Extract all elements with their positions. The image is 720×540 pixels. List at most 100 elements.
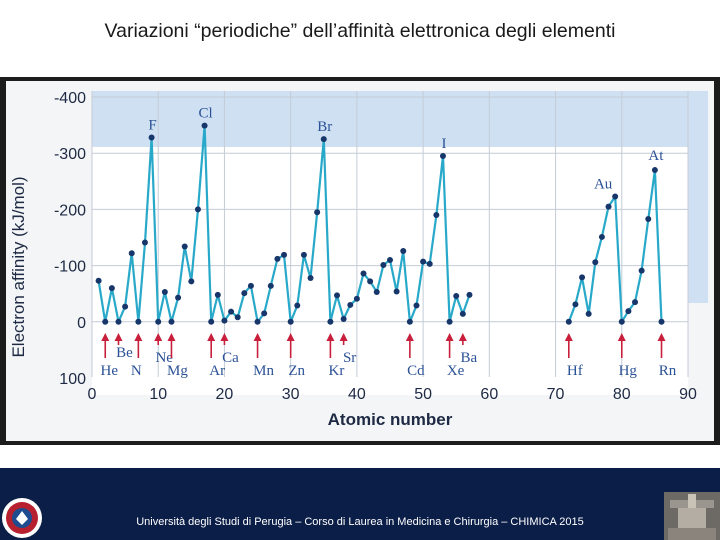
data-point [466,291,473,298]
data-point [261,310,268,317]
data-point [387,256,393,263]
data-point [181,243,188,250]
arrow-head [253,333,262,341]
y-tick-label: -400 [54,90,86,107]
x-tick-label: 50 [414,386,432,403]
data-point [632,299,639,306]
arrow-element-label: Zn [288,363,305,379]
x-tick-label: 20 [216,386,234,403]
data-point [579,274,586,281]
arrow-head [458,333,467,341]
x-tick-label: 10 [149,386,167,403]
data-point [307,274,314,281]
data-point [314,209,321,216]
university-seal-logo [2,498,42,538]
x-tick-label: 0 [88,386,97,403]
footer-text: Università degli Studi di Perugia – Cors… [136,516,584,528]
data-point [380,262,387,269]
data-point [426,260,433,267]
arrow-head [220,333,229,341]
data-point [208,318,215,325]
element-label: At [648,148,664,164]
data-point [234,314,241,321]
data-point [320,136,327,143]
arrow-element-label: Ar [209,363,225,379]
arrow-element-label: Mg [167,363,188,379]
y-axis-label: Electron affinity (kJ/mol) [9,176,28,357]
arrow-element-label: Kr [328,363,344,379]
arrow-head [405,333,414,341]
arrow-head [134,333,143,341]
arrow-element-label: Ca [222,350,239,366]
plot-band-top [92,91,688,147]
data-point [373,289,380,296]
data-point [420,258,427,265]
data-point [645,215,652,222]
data-point [201,122,208,129]
y-tick-label: -100 [54,259,86,276]
arrow-head [167,333,176,341]
data-point [658,318,665,325]
series-points [95,122,665,325]
y-tick-label: 100 [59,371,86,388]
data-point [95,277,102,284]
data-point [188,278,195,285]
data-point [267,282,274,289]
data-point [572,301,579,308]
data-point [453,292,460,299]
y-tick-label: 0 [77,315,86,332]
data-point [254,318,261,325]
arrow-element-label: Be [116,345,133,361]
arrow-head [339,333,348,341]
arrow-head [101,333,110,341]
data-point [221,317,228,324]
arrow-element-label: Hg [619,363,638,379]
data-point [433,212,440,219]
data-point [287,318,294,325]
data-point [102,318,109,325]
data-point [612,193,619,200]
data-point [161,289,168,296]
element-label: I [441,136,446,152]
data-point [340,315,347,322]
arrow-element-label: Mn [253,363,274,379]
data-point [214,291,221,298]
y-tick-label: -300 [54,146,86,163]
element-label: Cl [198,106,212,122]
arrow-element-label: Hf [567,363,583,379]
data-point [605,203,612,210]
element-label: Br [317,119,332,135]
footer: Università degli Studi di Perugia – Cors… [0,468,720,540]
plot-band-right [688,91,708,303]
x-tick-label: 60 [480,386,498,403]
arrow-element-label: Cd [407,363,425,379]
data-point [300,251,307,258]
arrow-head [617,333,626,341]
data-point [148,134,155,141]
data-point [155,318,162,325]
data-point [108,285,115,292]
arrow-head [564,333,573,341]
x-tick-label: 70 [547,386,565,403]
data-point [400,247,407,254]
data-point [353,295,360,302]
data-point [141,239,148,246]
data-point [281,251,288,258]
arrow-element-label: Rn [659,363,677,379]
x-tick-label: 40 [348,386,366,403]
data-point [459,310,466,317]
data-point [347,301,354,308]
data-point [638,267,645,274]
x-axis-label: Atomic number [328,410,453,429]
data-point [406,318,413,325]
data-point [115,318,122,325]
data-point [241,290,248,297]
arrow-head [154,333,163,341]
slide-title: Variazioni “periodiche” dell’affinità el… [104,20,616,42]
arrow-head [326,333,335,341]
arrow-element-label: Xe [447,363,465,379]
data-point [135,318,142,325]
data-point [334,292,341,299]
